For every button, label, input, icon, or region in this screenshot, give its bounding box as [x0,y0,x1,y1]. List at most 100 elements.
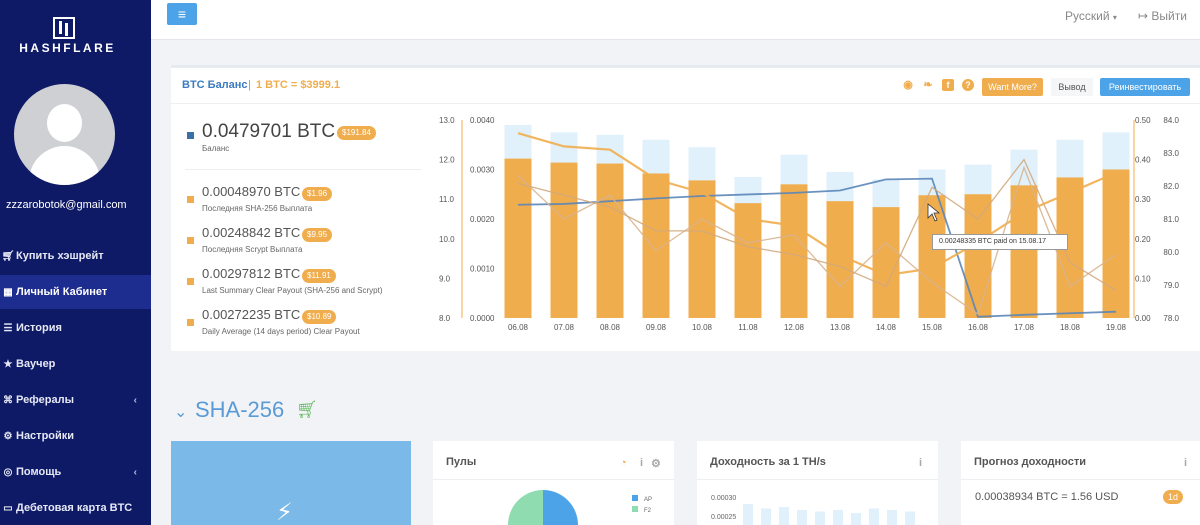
y-tick-left-outer: 12.0 [439,156,455,165]
info-icon[interactable]: i [919,457,923,469]
bar-payout [688,180,716,318]
sidebar-item-debit-card[interactable]: ▭ Дебетовая карта BTC [0,491,151,525]
sidebar-item-voucher[interactable]: ★ Ваучер [0,347,151,381]
y-tick-right-outer: 80.0 [1163,248,1179,257]
sidebar-item-referrals[interactable]: ⌘ Рефералы ‹ [3,394,137,406]
y-tick-left-outer: 9.0 [439,274,451,283]
stat-legend-square [187,319,194,326]
sitemap-icon: ⌘ [3,394,13,406]
x-tick-label: 18.08 [1060,323,1081,332]
question-icon[interactable]: ? [962,79,974,91]
pools-pie[interactable]: AP F2 [433,480,674,525]
x-tick-label: 19.08 [1106,323,1127,332]
sidebar-item-dashboard[interactable]: ▦ Личный Кабинет [0,275,151,309]
forecast-period-badge[interactable]: 1d [1163,490,1184,504]
y-tick-right-outer: 82.0 [1163,182,1179,191]
x-tick-label: 06.08 [508,323,529,332]
bar-payout [596,163,624,318]
profit-forecast-card: Прогноз доходности i 0.00038934 BTC = 1.… [961,441,1200,525]
chevron-down-icon[interactable]: ⌄ [174,404,188,421]
twitter-icon[interactable]: ❧ [923,79,933,91]
stat-legend-square [187,237,194,244]
hashflare-logo-icon[interactable] [53,17,75,39]
mini-bar [779,507,789,525]
withdraw-button[interactable]: Вывод [1051,78,1093,96]
x-tick-label: 16.08 [968,323,989,332]
mini-bar [905,511,915,525]
legend-label-f2: F2 [644,508,652,514]
balance-label: Баланс [202,144,230,153]
bar-payout [964,194,992,318]
card-header: Доходность за 1 TH/s i [697,441,938,480]
x-tick-label: 17.08 [1014,323,1035,332]
y-tick-right-inner: 0.10 [1135,274,1151,283]
y-tick-left-outer: 13.0 [439,116,455,125]
y-tick-left-outer: 8.0 [439,314,451,323]
github-icon[interactable]: ◉ [903,79,913,91]
x-tick-label: 11.08 [738,323,758,332]
last-summary-payout-label: Last Summary Clear Payout (SHA-256 and S… [202,286,383,295]
last-scrypt-payout-label: Последняя Scrypt Выплата [202,245,303,254]
info-icon[interactable]: i [1184,457,1188,469]
grid-icon: ▦ [3,286,13,298]
want-more-button[interactable]: Want More? [982,78,1043,96]
y-tick-right-outer: 84.0 [1163,116,1179,125]
bar-payout [550,162,578,318]
sidebar: HASHFLARE zzzarobotok@gmail.com 🛒︎ Купит… [0,0,151,525]
x-tick-label: 12.08 [784,323,805,332]
y-tick-left-outer: 11.0 [439,195,455,204]
payout-chart[interactable]: 13.0 12.0 11.0 10.0 9.0 8.0 0.0040 0.0030 0.0020… [431,106,1200,341]
profit-per-ths-card: Доходность за 1 TH/s i 0.00030 0.00025 [697,441,938,525]
user-email: zzzarobotok@gmail.com [6,199,127,211]
last-scrypt-payout-value: 0.00248842 BTC [202,225,301,240]
y-tick-right-inner: 0.50 [1135,116,1151,125]
mini-bars [743,504,915,525]
cogs-icon: ⚙ [3,430,13,442]
chevron-left-icon: ‹ [133,394,137,406]
pie-chart-icon[interactable]: ◔ [620,457,627,469]
sidebar-item-settings[interactable]: ⚙ Настройки [0,419,151,453]
cart-icon[interactable]: 🛒︎ [296,400,318,419]
brand-name[interactable]: HASHFLARE [19,41,116,55]
sidebar-item-buy-hashrate[interactable]: 🛒︎ Купить хэшрейт [1,250,104,262]
btc-rate: 1 BTC = $3999.1 [256,79,341,91]
chart-tooltip: 0.00248335 BTC paid on 15.08.17 [932,234,1068,250]
reinvest-button[interactable]: Реинвестировать [1100,78,1190,96]
language-selector[interactable]: Русский ▾ [1065,9,1117,23]
pie-slice-ap [543,490,578,525]
info-icon[interactable]: i [640,457,644,469]
menu-toggle-button[interactable]: ≡ [167,3,197,25]
logout-link[interactable]: ↦ Выйти [1138,9,1187,23]
card-header: Пулы ◔ i ⚙ [433,441,674,480]
avatar[interactable] [14,84,115,185]
title-separator: | [248,79,251,91]
x-tick-label: 10.08 [692,323,713,332]
balance-value: 0.0479701 BTC [202,121,336,142]
sidebar-item-help[interactable]: ◎ Помощь ‹ [0,455,151,489]
sidebar-item-history[interactable]: ☰ История [0,311,151,345]
mini-bar [887,510,897,525]
stat-legend-square [187,278,194,285]
x-tick-label: 14.08 [876,323,897,332]
x-tick-label: 13.08 [830,323,851,332]
series-line-difficulty [517,177,1117,318]
mini-bar [761,508,771,525]
balance-usd-badge: $191.84 [337,126,376,140]
mini-bar [833,510,843,525]
y-tick-left-inner: 0.0010 [470,265,495,274]
gear-icon[interactable]: ⚙ [651,458,661,470]
stat-legend-square [187,196,194,203]
last-summary-payout-usd: $11.91 [302,269,336,283]
x-tick-label: 09.08 [646,323,667,332]
legend-label-ap: AP [644,497,652,503]
mini-bar [797,510,807,525]
last-scrypt-payout-usd: $9.95 [302,228,333,242]
last-sha256-payout-value: 0.00048970 BTC [202,184,301,199]
facebook-icon[interactable]: f [942,79,954,91]
y-tick-right-outer: 83.0 [1163,149,1179,158]
mini-bar [869,508,879,525]
list-icon: ☰ [3,322,13,334]
bar-payout [1102,169,1130,318]
legend-swatch-f2 [632,506,638,512]
profit-per-ths-title: Доходность за 1 TH/s [710,456,826,468]
